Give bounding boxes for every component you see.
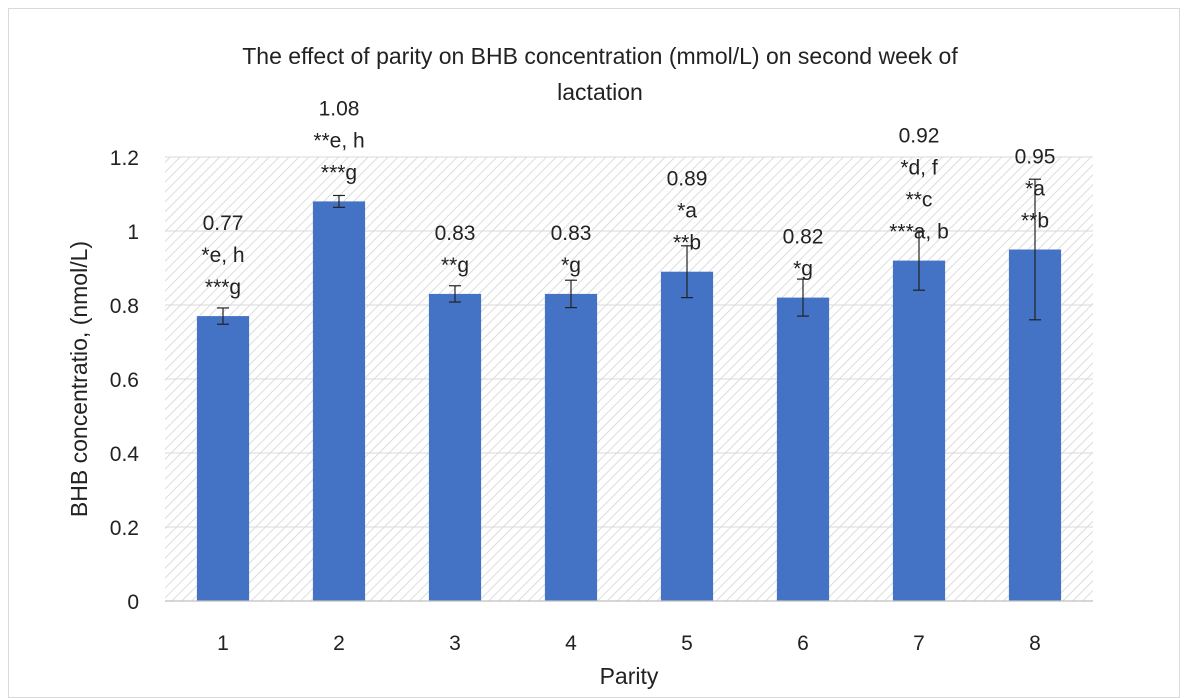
x-tick-label: 8 [1029,632,1041,655]
y-tick-label: 0.4 [110,443,140,466]
significance-annotation: ***g [321,161,357,184]
x-tick-label: 4 [565,632,577,655]
significance-annotation: *a [1025,178,1045,201]
data-label: 1.08 [319,97,360,120]
significance-annotation: *e, h [201,244,244,267]
x-axis-label: Parity [600,663,659,689]
chart-title-line-2: lactation [557,79,643,105]
significance-annotation: **b [673,232,701,255]
y-axis-label: BHB concentratio, (nmol/L) [66,241,92,517]
significance-annotation: ***a, b [889,221,949,244]
bar [776,297,830,601]
bar [892,260,946,601]
significance-annotation: **g [441,254,469,277]
x-tick-label: 2 [333,632,345,655]
x-tick-label: 6 [797,632,809,655]
data-label: 0.83 [551,222,592,245]
bar [660,271,714,601]
chart-title-line-1: The effect of parity on BHB concentratio… [242,43,958,69]
x-tick-label: 7 [913,632,925,655]
bar [196,316,250,601]
bars: 0.77 *e, h ***g 1.08 **e, h ***g 0.83 **g 0.83 *g… [196,97,1062,601]
significance-annotation: *a [677,200,697,223]
significance-annotation: **b [1021,210,1049,233]
x-tick-label: 1 [217,632,229,655]
x-tick-label: 5 [681,632,693,655]
y-tick-label: 0.8 [110,295,139,318]
y-axis-ticks: 0 0.2 0.4 0.6 0.8 1 1.2 [110,147,140,614]
significance-annotation: *g [793,258,813,281]
y-tick-label: 0.2 [110,517,139,540]
significance-annotation: **e, h [313,129,364,152]
significance-annotation: *d, f [900,157,938,180]
data-label: 0.92 [899,125,940,148]
data-label: 0.95 [1015,146,1056,169]
x-tick-label: 3 [449,632,461,655]
bar [428,293,482,601]
y-tick-label: 0.6 [110,369,139,392]
data-label: 0.89 [667,168,708,191]
significance-annotation: *g [561,254,581,277]
y-tick-label: 0 [127,591,139,614]
y-tick-label: 1.2 [110,147,139,170]
bar [544,293,598,601]
bar [312,201,366,601]
data-label: 0.77 [203,212,244,235]
significance-annotation: ***g [205,276,241,299]
data-label: 0.82 [783,226,824,249]
significance-annotation: **c [906,189,933,212]
x-axis-ticks: 1 2 3 4 5 6 7 8 [217,632,1041,655]
data-label: 0.83 [435,222,476,245]
y-tick-label: 1 [127,221,139,244]
